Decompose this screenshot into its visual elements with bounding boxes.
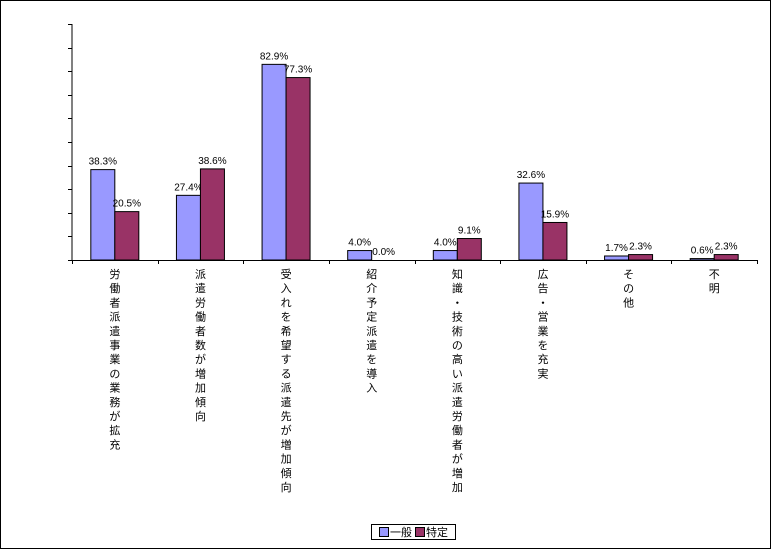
legend-label-ippan: 一般 xyxy=(390,526,412,539)
category-label: 受入れを希望する派遣先が増加傾向 xyxy=(281,268,292,494)
bar-ippan xyxy=(432,250,458,261)
data-label-ippan: 4.0% xyxy=(434,238,457,249)
data-label-tokutei: 38.6% xyxy=(198,156,226,167)
legend-label-tokutei: 特定 xyxy=(426,526,448,539)
data-label-ippan: 0.6% xyxy=(691,246,714,257)
data-label-ippan: 32.6% xyxy=(517,170,545,181)
data-label-ippan: 27.4% xyxy=(174,182,202,193)
category-label: 紹介予定派遣を導入 xyxy=(366,268,377,395)
bar-tokutei xyxy=(285,77,311,261)
bar-tokutei xyxy=(456,238,482,261)
category-label: 知識・技術の高い派遣労働者が増加 xyxy=(452,267,463,494)
bar-tokutei xyxy=(542,221,568,261)
data-label-ippan: 4.0% xyxy=(348,238,371,249)
bar-ippan xyxy=(261,63,287,261)
legend-swatch-ippan xyxy=(379,527,389,537)
data-label-ippan: 1.7% xyxy=(605,243,628,254)
category-label: 不明 xyxy=(709,268,720,295)
legend-item-tokutei: 特定 xyxy=(415,524,448,540)
data-label-tokutei: 15.9% xyxy=(541,209,569,220)
bar-ippan xyxy=(604,255,630,261)
legend-swatch-tokutei xyxy=(415,527,425,537)
data-label-ippan: 38.3% xyxy=(89,157,117,168)
legend-item-ippan: 一般 xyxy=(379,524,412,540)
data-label-tokutei: 9.1% xyxy=(458,226,481,237)
bar-ippan xyxy=(518,182,544,261)
data-label-tokutei: 77.3% xyxy=(284,65,312,76)
bar-tokutei xyxy=(628,254,654,261)
bar-tokutei xyxy=(199,168,225,261)
bar-ippan xyxy=(175,194,201,261)
category-label: 労働者派遣事業の業務が拡充 xyxy=(109,267,120,451)
bar-tokutei xyxy=(114,211,140,261)
category-label: 広告・営業を充実 xyxy=(537,268,548,380)
data-label-tokutei: 0.0% xyxy=(372,247,395,258)
bar-ippan xyxy=(347,250,373,261)
data-label-ippan: 82.9% xyxy=(260,51,288,62)
legend: 一般 特定 xyxy=(371,524,456,540)
bar-ippan xyxy=(689,258,715,261)
data-label-tokutei: 20.5% xyxy=(113,199,141,210)
data-label-tokutei: 2.3% xyxy=(629,242,652,253)
data-label-tokutei: 2.3% xyxy=(715,242,738,253)
category-label: その他 xyxy=(623,268,634,309)
bar-ippan xyxy=(90,169,116,261)
bar-tokutei xyxy=(713,254,739,261)
category-label: 派遣労働者数が増加傾向 xyxy=(195,268,206,423)
